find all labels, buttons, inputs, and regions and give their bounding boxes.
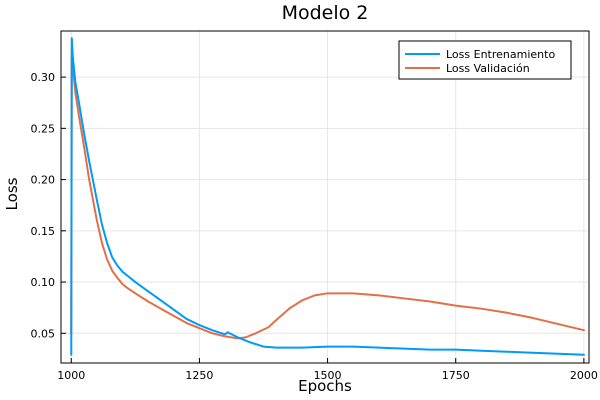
grid (61, 31, 589, 363)
legend-label-loss-entrenamiento: Loss Entrenamiento (446, 48, 555, 61)
x-tick-label: 2000 (570, 369, 598, 382)
x-tick-label: 1750 (442, 369, 470, 382)
x-tick-label: 1500 (314, 369, 342, 382)
y-tick-label: 0.05 (31, 327, 56, 340)
y-tick-label: 0.25 (31, 122, 56, 135)
series-line-loss-validaci-n (70, 48, 585, 340)
legend: Loss Entrenamiento Loss Validación (398, 40, 572, 80)
x-axis-label: Epochs (298, 377, 352, 395)
axis-ticks: 1000 1250 1500 1750 2000 0.05 0.10 0.15 0.20 0.25… (31, 71, 598, 382)
series-line-loss-entrenamiento (70, 37, 585, 356)
x-tick-label: 1250 (185, 369, 213, 382)
y-tick-label: 0.10 (31, 276, 56, 289)
y-tick-label: 0.20 (31, 174, 56, 187)
y-tick-label: 0.30 (31, 71, 56, 84)
x-tick-label: 1000 (57, 369, 85, 382)
series-lines (70, 37, 585, 356)
legend-box (398, 40, 572, 80)
legend-label-loss-validacion: Loss Validación (446, 62, 530, 75)
plot-frame (60, 30, 590, 364)
y-tick-label: 0.15 (31, 225, 56, 238)
chart-title: Modelo 2 (282, 2, 369, 24)
y-axis-label: Loss (3, 177, 21, 210)
